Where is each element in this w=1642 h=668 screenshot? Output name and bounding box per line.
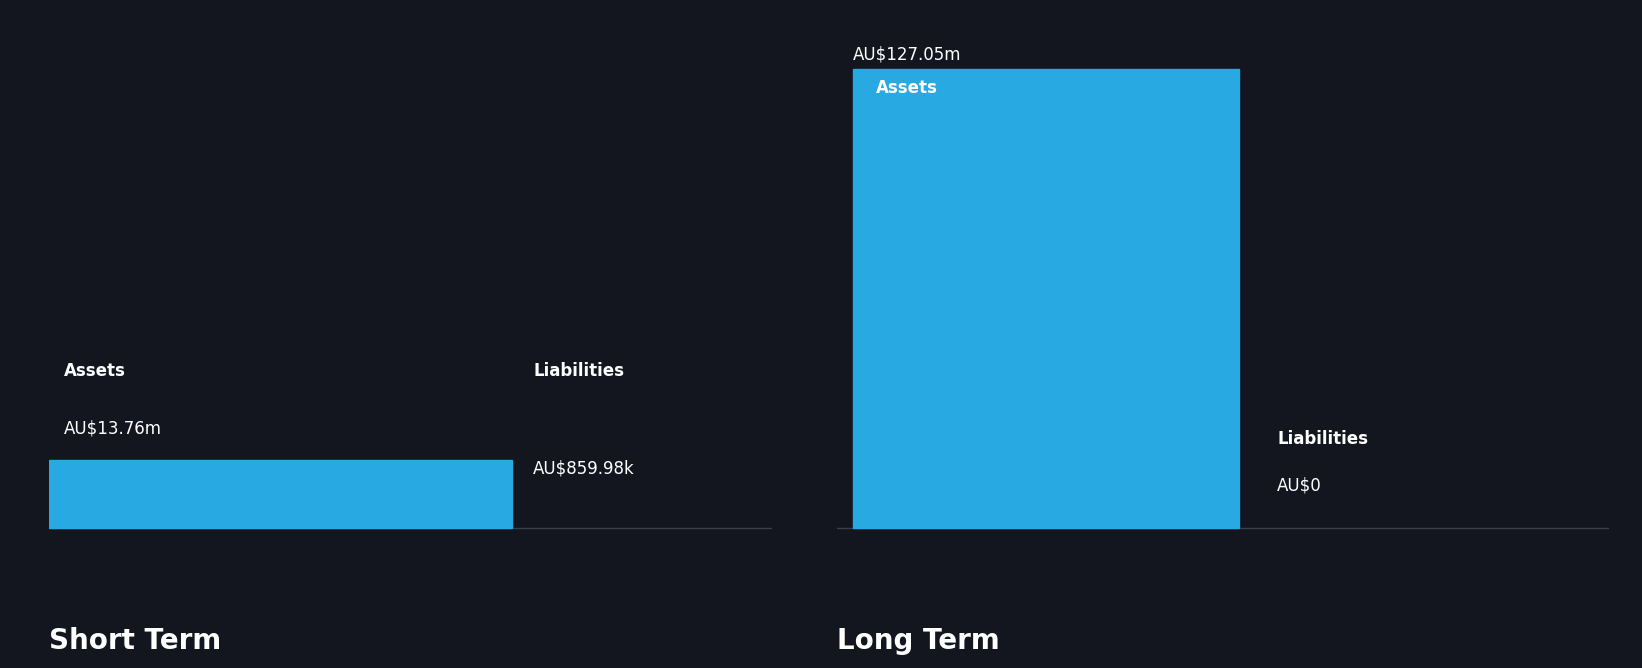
Text: AU$859.98k: AU$859.98k	[534, 460, 635, 478]
Bar	[852, 69, 1238, 528]
Bar	[49, 460, 512, 528]
Text: Assets: Assets	[64, 362, 125, 380]
Text: Short Term: Short Term	[49, 627, 222, 655]
Text: AU$0: AU$0	[1277, 477, 1322, 495]
Text: Liabilities: Liabilities	[1277, 430, 1368, 448]
Text: AU$13.76m: AU$13.76m	[64, 420, 161, 438]
Text: AU$127.05m: AU$127.05m	[852, 46, 961, 64]
Text: Liabilities: Liabilities	[534, 362, 624, 380]
Text: Long Term: Long Term	[837, 627, 1000, 655]
Text: Assets: Assets	[877, 79, 938, 98]
